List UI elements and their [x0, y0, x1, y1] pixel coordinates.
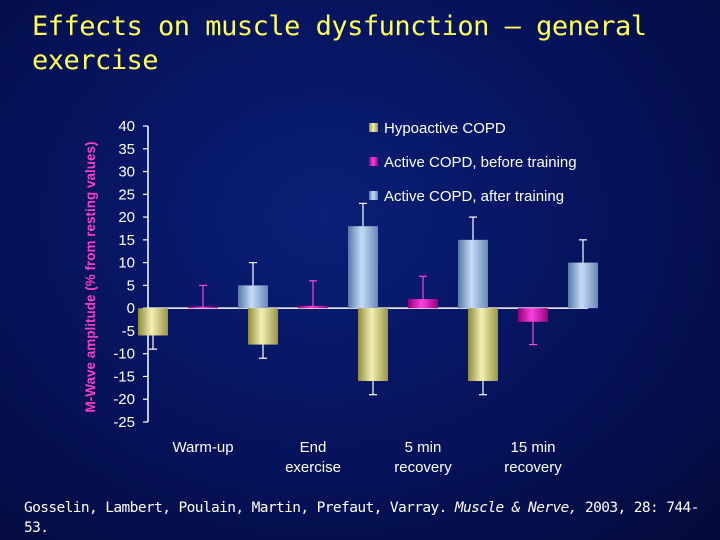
- legend-label-3: Active COPD, after training: [384, 188, 564, 205]
- error-bar-1-4: [479, 381, 487, 396]
- x-category-label: End: [300, 439, 327, 456]
- error-bar-1-2: [259, 344, 267, 359]
- legend-label-2: Active COPD, before training: [384, 154, 577, 171]
- y-tick-label: 25: [118, 186, 135, 203]
- x-category-label-line2: exercise: [285, 459, 341, 476]
- bar-3-2: [348, 226, 378, 309]
- error-bar-3-4: [579, 239, 587, 263]
- y-tick-label: -10: [113, 346, 135, 363]
- y-tick-label: -20: [113, 391, 135, 408]
- error-bar-1-3: [369, 381, 377, 396]
- legend-label-1: Hypoactive COPD: [384, 120, 506, 137]
- bar-2-4: [518, 308, 548, 322]
- y-tick-label: 20: [118, 209, 135, 226]
- x-category-label: 15 min: [510, 439, 555, 456]
- y-tick-label: 40: [118, 118, 135, 135]
- legend-swatch-3: [369, 191, 378, 200]
- bar-1-3: [358, 308, 388, 382]
- slide-title: Effects on muscle dysfunction – general …: [32, 11, 647, 76]
- bar-3-1: [238, 285, 268, 309]
- y-tick-label: -5: [122, 323, 135, 340]
- bar-2-2: [298, 305, 328, 309]
- citation-details: 2003, 28: 744-53.: [24, 500, 699, 536]
- bar-chart: M-Wave amplitude (% from resting values)…: [83, 118, 598, 476]
- legend: Hypoactive COPD Active COPD, before train…: [369, 120, 577, 205]
- x-category-label-line2: recovery: [394, 459, 452, 476]
- citation-journal: Muscle & Nerve,: [454, 500, 578, 516]
- error-bar-3-3: [469, 216, 477, 240]
- y-tick-label: -15: [113, 368, 135, 385]
- bar-3-4: [568, 262, 598, 309]
- error-bar-3-2: [359, 202, 367, 227]
- y-tick-label: 35: [118, 141, 135, 158]
- y-tick-label: 10: [118, 255, 135, 272]
- error-bar-2-2: [309, 280, 317, 306]
- x-category-label: Warm-up: [172, 439, 233, 456]
- error-bar-2-4: [529, 321, 537, 346]
- y-tick-label: 30: [118, 164, 135, 181]
- legend-swatch-1: [369, 123, 378, 132]
- error-bar-3-1: [249, 262, 257, 286]
- bar-3-3: [458, 239, 488, 309]
- bar-1-4: [468, 308, 498, 382]
- citation: Gosselin, Lambert, Poulain, Martin, Pref…: [24, 498, 714, 538]
- x-category-label-line2: recovery: [504, 459, 562, 476]
- error-bar-1-1: [149, 335, 157, 350]
- citation-authors: Gosselin, Lambert, Poulain, Martin, Pref…: [24, 500, 447, 516]
- bar-2-3: [408, 299, 438, 309]
- y-tick-label: 5: [127, 277, 135, 294]
- x-category-label: 5 min: [405, 439, 442, 456]
- bar-1-1: [138, 308, 168, 336]
- legend-swatch-2: [369, 157, 378, 166]
- y-axis-label: M-Wave amplitude (% from resting values): [83, 141, 98, 412]
- y-tick-label: -25: [113, 414, 135, 431]
- bar-1-2: [248, 308, 278, 345]
- error-bar-2-1: [199, 284, 207, 309]
- y-tick-label: 15: [118, 232, 135, 249]
- y-tick-label: 0: [127, 300, 135, 317]
- error-bar-2-3: [419, 275, 427, 300]
